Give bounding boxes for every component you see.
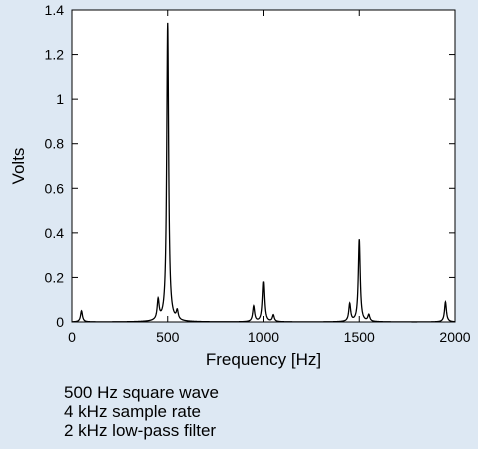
y-tick-label: 0.6 bbox=[45, 180, 65, 196]
x-tick-label: 0 bbox=[68, 329, 76, 345]
y-tick-label: 0.4 bbox=[45, 225, 65, 241]
x-tick-label: 1000 bbox=[248, 329, 279, 345]
y-tick-label: 0 bbox=[56, 314, 64, 330]
y-tick-label: 0.8 bbox=[45, 136, 65, 152]
x-tick-label: 2000 bbox=[439, 329, 470, 345]
x-tick-label: 1500 bbox=[344, 329, 375, 345]
x-tick-label: 500 bbox=[156, 329, 180, 345]
spectrum-chart: 0 500 1000 1500 2000 0 0.2 0.4 0.6 0.8 1 1.2 1.4 Fre… bbox=[0, 0, 478, 380]
y-tick-label: 0.2 bbox=[45, 269, 65, 285]
caption-line-signal: 500 Hz square wave bbox=[64, 383, 219, 402]
x-axis-label: Frequency [Hz] bbox=[206, 350, 321, 369]
y-tick-label: 1.4 bbox=[45, 2, 65, 18]
caption-line-sample-rate: 4 kHz sample rate bbox=[64, 402, 219, 421]
y-axis-label: Volts bbox=[9, 148, 28, 185]
y-tick-label: 1 bbox=[56, 91, 64, 107]
y-tick-label: 1.2 bbox=[45, 47, 65, 63]
figure-caption: 500 Hz square wave 4 kHz sample rate 2 k… bbox=[64, 383, 219, 440]
plot-area bbox=[72, 10, 455, 322]
caption-line-filter: 2 kHz low-pass filter bbox=[64, 421, 219, 440]
